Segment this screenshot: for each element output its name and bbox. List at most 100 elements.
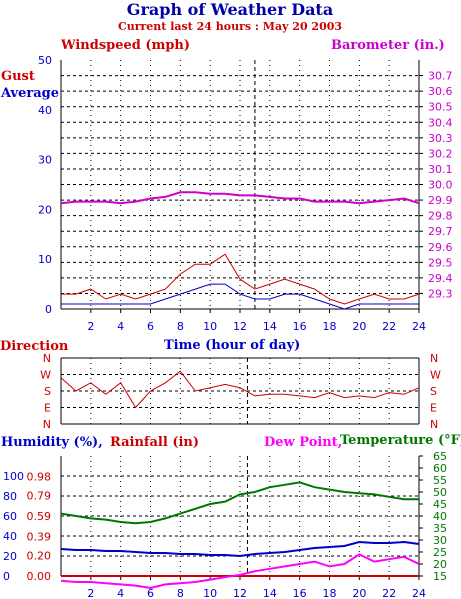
y-tick-label-temperature: 20 (433, 558, 447, 571)
y-tick-label-rainfall: 0.00 (27, 570, 52, 583)
y-tick-label-barometer: 30.7 (428, 70, 453, 83)
x-tick-label: 14 (263, 320, 277, 333)
x-tick-label: 22 (382, 320, 396, 333)
x-tick-label: 20 (352, 320, 366, 333)
dewpoint-label: Dew Point, (264, 435, 342, 450)
y-tick-label-barometer: 29.9 (428, 194, 453, 207)
x-tick-label: 10 (203, 587, 217, 599)
temperature-label: Temperature (°F) (340, 433, 461, 448)
x-tick-label: 4 (117, 587, 124, 599)
y-tick-label-barometer: 29.7 (428, 225, 453, 238)
chart-subtitle: Current last 24 hours : May 20 2003 (118, 20, 342, 33)
plot-layer: 0102030405029.329.429.529.629.729.829.93… (3, 54, 453, 599)
x-tick-label: 2 (87, 587, 94, 599)
x-tick-label: 24 (412, 587, 426, 599)
direction-tick-label-left: E (44, 402, 51, 415)
direction-tick-label-right: N (430, 352, 438, 365)
y-tick-label-temperature: 30 (433, 534, 447, 547)
x-tick-label: 12 (233, 320, 247, 333)
temperature-series-line (60, 481, 419, 525)
y-tick-label-temperature: 65 (433, 450, 447, 463)
y-tick-label-windspeed: 30 (38, 154, 52, 167)
y-tick-label-barometer: 29.8 (428, 210, 453, 223)
direction-tick-label-left: N (43, 352, 51, 365)
x-tick-label: 18 (323, 587, 337, 599)
y-tick-label-barometer: 30.0 (428, 179, 453, 192)
gust-series-line (61, 253, 420, 305)
dewpoint-series-line (60, 553, 420, 590)
y-tick-label-windspeed: 0 (45, 303, 52, 316)
x-tick-label: 12 (233, 587, 247, 599)
direction-series-line (60, 370, 420, 409)
y-tick-label-barometer: 30.2 (428, 147, 453, 160)
barometer-series-line (60, 191, 420, 205)
y-tick-label-temperature: 40 (433, 510, 447, 523)
y-tick-label-windspeed: 50 (38, 54, 52, 67)
y-tick-label-humidity: 60 (3, 510, 17, 523)
y-tick-label-temperature: 60 (433, 462, 447, 475)
x-tick-label: 22 (382, 587, 396, 599)
x-tick-label: 8 (177, 320, 184, 333)
y-tick-label-temperature: 15 (433, 570, 447, 583)
y-tick-label-barometer: 30.6 (428, 85, 453, 98)
humidity-label: Humidity (%), (1, 435, 103, 450)
y-tick-label-rainfall: 0.98 (27, 470, 52, 483)
y-tick-label-barometer: 29.3 (428, 287, 453, 300)
humidity-series-line (60, 540, 420, 558)
y-tick-label-barometer: 30.3 (428, 132, 453, 145)
y-tick-label-barometer: 30.1 (428, 163, 453, 176)
chart-title: Graph of Weather Data (127, 0, 333, 19)
direction-tick-label-right: W (430, 369, 441, 382)
direction-label: Direction (0, 339, 69, 354)
y-tick-label-barometer: 30.5 (428, 101, 453, 114)
x-tick-label: 8 (177, 587, 184, 599)
x-tick-label: 20 (352, 587, 366, 599)
y-tick-label-windspeed: 20 (38, 203, 52, 216)
direction-tick-label-left: N (43, 418, 51, 431)
direction-tick-label-right: S (430, 385, 437, 398)
x-axis-label: Time (hour of day) (164, 338, 300, 353)
y-tick-label-temperature: 35 (433, 522, 447, 535)
direction-tick-label-left: S (44, 385, 51, 398)
x-tick-label: 4 (117, 320, 124, 333)
direction-tick-label-right: N (430, 418, 438, 431)
average-series-line (61, 283, 419, 310)
y-tick-label-windspeed: 40 (38, 104, 52, 117)
y-tick-label-humidity: 40 (3, 530, 17, 543)
y-tick-label-humidity: 100 (3, 470, 24, 483)
y-tick-label-rainfall: 0.79 (27, 490, 52, 503)
x-tick-label: 6 (147, 320, 154, 333)
y-tick-label-rainfall: 0.39 (27, 530, 52, 543)
x-tick-label: 16 (293, 587, 307, 599)
y-tick-label-temperature: 25 (433, 546, 447, 559)
legend-average: Average (0, 86, 59, 101)
y-tick-label-temperature: 50 (433, 486, 447, 499)
x-tick-label: 24 (412, 320, 426, 333)
y-tick-label-barometer: 29.6 (428, 241, 453, 254)
y-tick-label-temperature: 55 (433, 474, 447, 487)
x-tick-label: 18 (323, 320, 337, 333)
y-tick-label-barometer: 30.4 (428, 116, 453, 129)
y-tick-label-humidity: 80 (3, 490, 17, 503)
y-tick-label-barometer: 29.5 (428, 256, 453, 269)
y-tick-label-rainfall: 0.20 (27, 550, 52, 563)
y-tick-label-windspeed: 10 (38, 253, 52, 266)
x-tick-label: 14 (263, 587, 277, 599)
y-tick-label-humidity: 0 (3, 570, 10, 583)
x-tick-label: 6 (147, 587, 154, 599)
y-tick-label-barometer: 29.4 (428, 272, 453, 285)
x-tick-label: 16 (293, 320, 307, 333)
y-tick-label-temperature: 45 (433, 498, 447, 511)
direction-tick-label-right: E (430, 402, 437, 415)
windspeed-axis-label: Windspeed (mph) (60, 38, 190, 53)
x-tick-label: 2 (87, 320, 94, 333)
direction-tick-label-left: W (40, 369, 51, 382)
barometer-axis-label: Barometer (in.) (331, 38, 445, 53)
x-tick-label: 10 (203, 320, 217, 333)
y-tick-label-rainfall: 0.59 (27, 510, 52, 523)
y-tick-label-humidity: 20 (3, 550, 17, 563)
rainfall-label: Rainfall (in) (110, 435, 199, 450)
legend-gust: Gust (1, 69, 35, 84)
